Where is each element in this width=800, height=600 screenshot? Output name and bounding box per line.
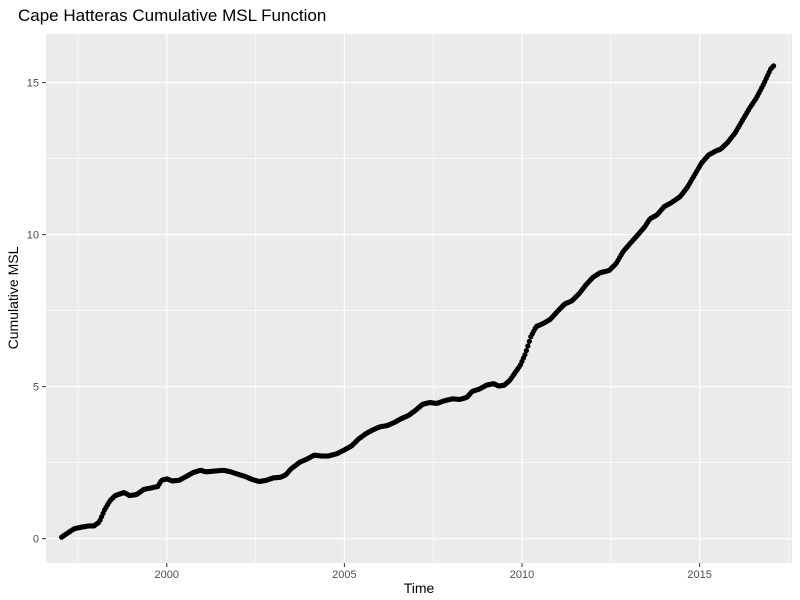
y-tick-label: 0 [33, 534, 39, 546]
plot-area [46, 34, 792, 563]
grid-minor [46, 34, 792, 563]
y-tick-label: 10 [27, 230, 39, 242]
x-tick-label: 2005 [332, 569, 356, 581]
x-axis-title: Time [404, 580, 435, 596]
x-axis: 2000 2005 2010 2015 [155, 563, 712, 581]
grid-major [46, 34, 792, 563]
data-point [525, 343, 531, 349]
data-point [522, 352, 528, 358]
chart-title: Cape Hatteras Cumulative MSL Function [18, 6, 326, 25]
x-tick-label: 2010 [510, 569, 534, 581]
data-point [526, 338, 532, 344]
x-tick-label: 2015 [687, 569, 711, 581]
y-tick-label: 15 [27, 78, 39, 90]
y-axis-title: Cumulative MSL [5, 246, 21, 349]
x-tick-label: 2000 [155, 569, 179, 581]
y-tick-label: 5 [33, 382, 39, 394]
data-points [59, 63, 777, 540]
data-point [770, 63, 777, 69]
plot-panel [46, 34, 792, 563]
y-axis: 0 5 10 15 [27, 78, 46, 546]
data-point [523, 348, 530, 354]
